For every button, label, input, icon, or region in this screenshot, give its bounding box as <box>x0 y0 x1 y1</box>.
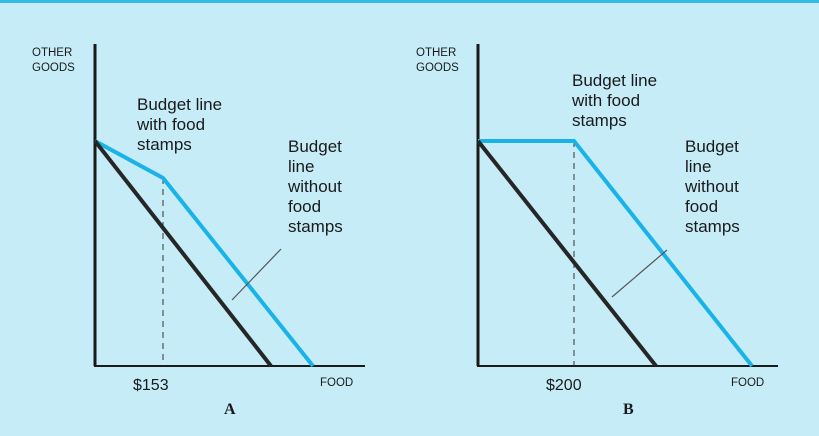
panel-b-y-axis-label: OTHER GOODS <box>416 47 459 74</box>
panel-a-x-axis-label: FOOD <box>320 377 353 389</box>
panel-a-without-label-line-2: line <box>288 157 314 176</box>
panel-b-without-label-line-5: stamps <box>685 217 740 236</box>
panel-a-budget-line-without-food-stamps <box>93 139 273 368</box>
panel-b: OTHER GOODS Budget line with food stamps… <box>416 44 778 418</box>
panel-b-without-label-line-3: without <box>684 177 739 196</box>
panel-a-letter: A <box>224 401 236 418</box>
panel-a-budget-line-with-food-stamps <box>94 139 315 368</box>
panel-b-letter: B <box>623 401 634 418</box>
top-rule <box>0 0 819 3</box>
panel-b-without-food-stamps-label: Budget line without food stamps <box>684 137 744 236</box>
panel-b-x-axis-label: FOOD <box>731 377 764 389</box>
panel-b-with-label-line-3: stamps <box>572 111 627 130</box>
panel-a-with-food-stamps-label: Budget line with food stamps <box>136 95 227 154</box>
panel-a-without-label-line-3: without <box>287 177 342 196</box>
panel-a-without-label-line-5: stamps <box>288 217 343 236</box>
panel-a-without-label-line-1: Budget <box>288 137 342 156</box>
panel-a: OTHER GOODS Budget line with food stamps… <box>32 44 365 418</box>
panel-b-without-label-line-2: line <box>685 157 711 176</box>
panel-b-y-axis-label-line-1: OTHER <box>416 47 456 59</box>
panel-b-budget-line-with-food-stamps <box>478 139 754 368</box>
panel-b-with-label-line-1: Budget line <box>572 71 657 90</box>
panel-a-y-axis-label-line-1: OTHER <box>32 47 72 59</box>
panel-a-tick-label: $153 <box>133 377 169 394</box>
panel-a-leader-line <box>231 248 282 301</box>
panel-a-without-food-stamps-label: Budget line without food stamps <box>287 137 347 236</box>
panel-a-with-label-line-1: Budget line <box>137 95 222 114</box>
panel-b-tick-label: $200 <box>546 377 582 394</box>
panel-a-y-axis-label-line-2: GOODS <box>32 62 75 74</box>
panel-b-with-label-line-2: with food <box>571 91 640 110</box>
panel-a-with-label-line-2: with food <box>136 115 205 134</box>
panel-a-y-axis-label: OTHER GOODS <box>32 47 75 74</box>
panel-b-budget-line-without-food-stamps <box>476 139 658 368</box>
panel-a-with-label-line-3: stamps <box>137 135 192 154</box>
panel-b-y-axis-label-line-2: GOODS <box>416 62 459 74</box>
panel-b-leader-line <box>611 249 668 298</box>
panel-b-without-label-line-4: food <box>685 197 718 216</box>
panel-b-without-label-line-1: Budget <box>685 137 739 156</box>
panel-a-without-label-line-4: food <box>288 197 321 216</box>
panel-b-with-food-stamps-label: Budget line with food stamps <box>571 71 662 130</box>
